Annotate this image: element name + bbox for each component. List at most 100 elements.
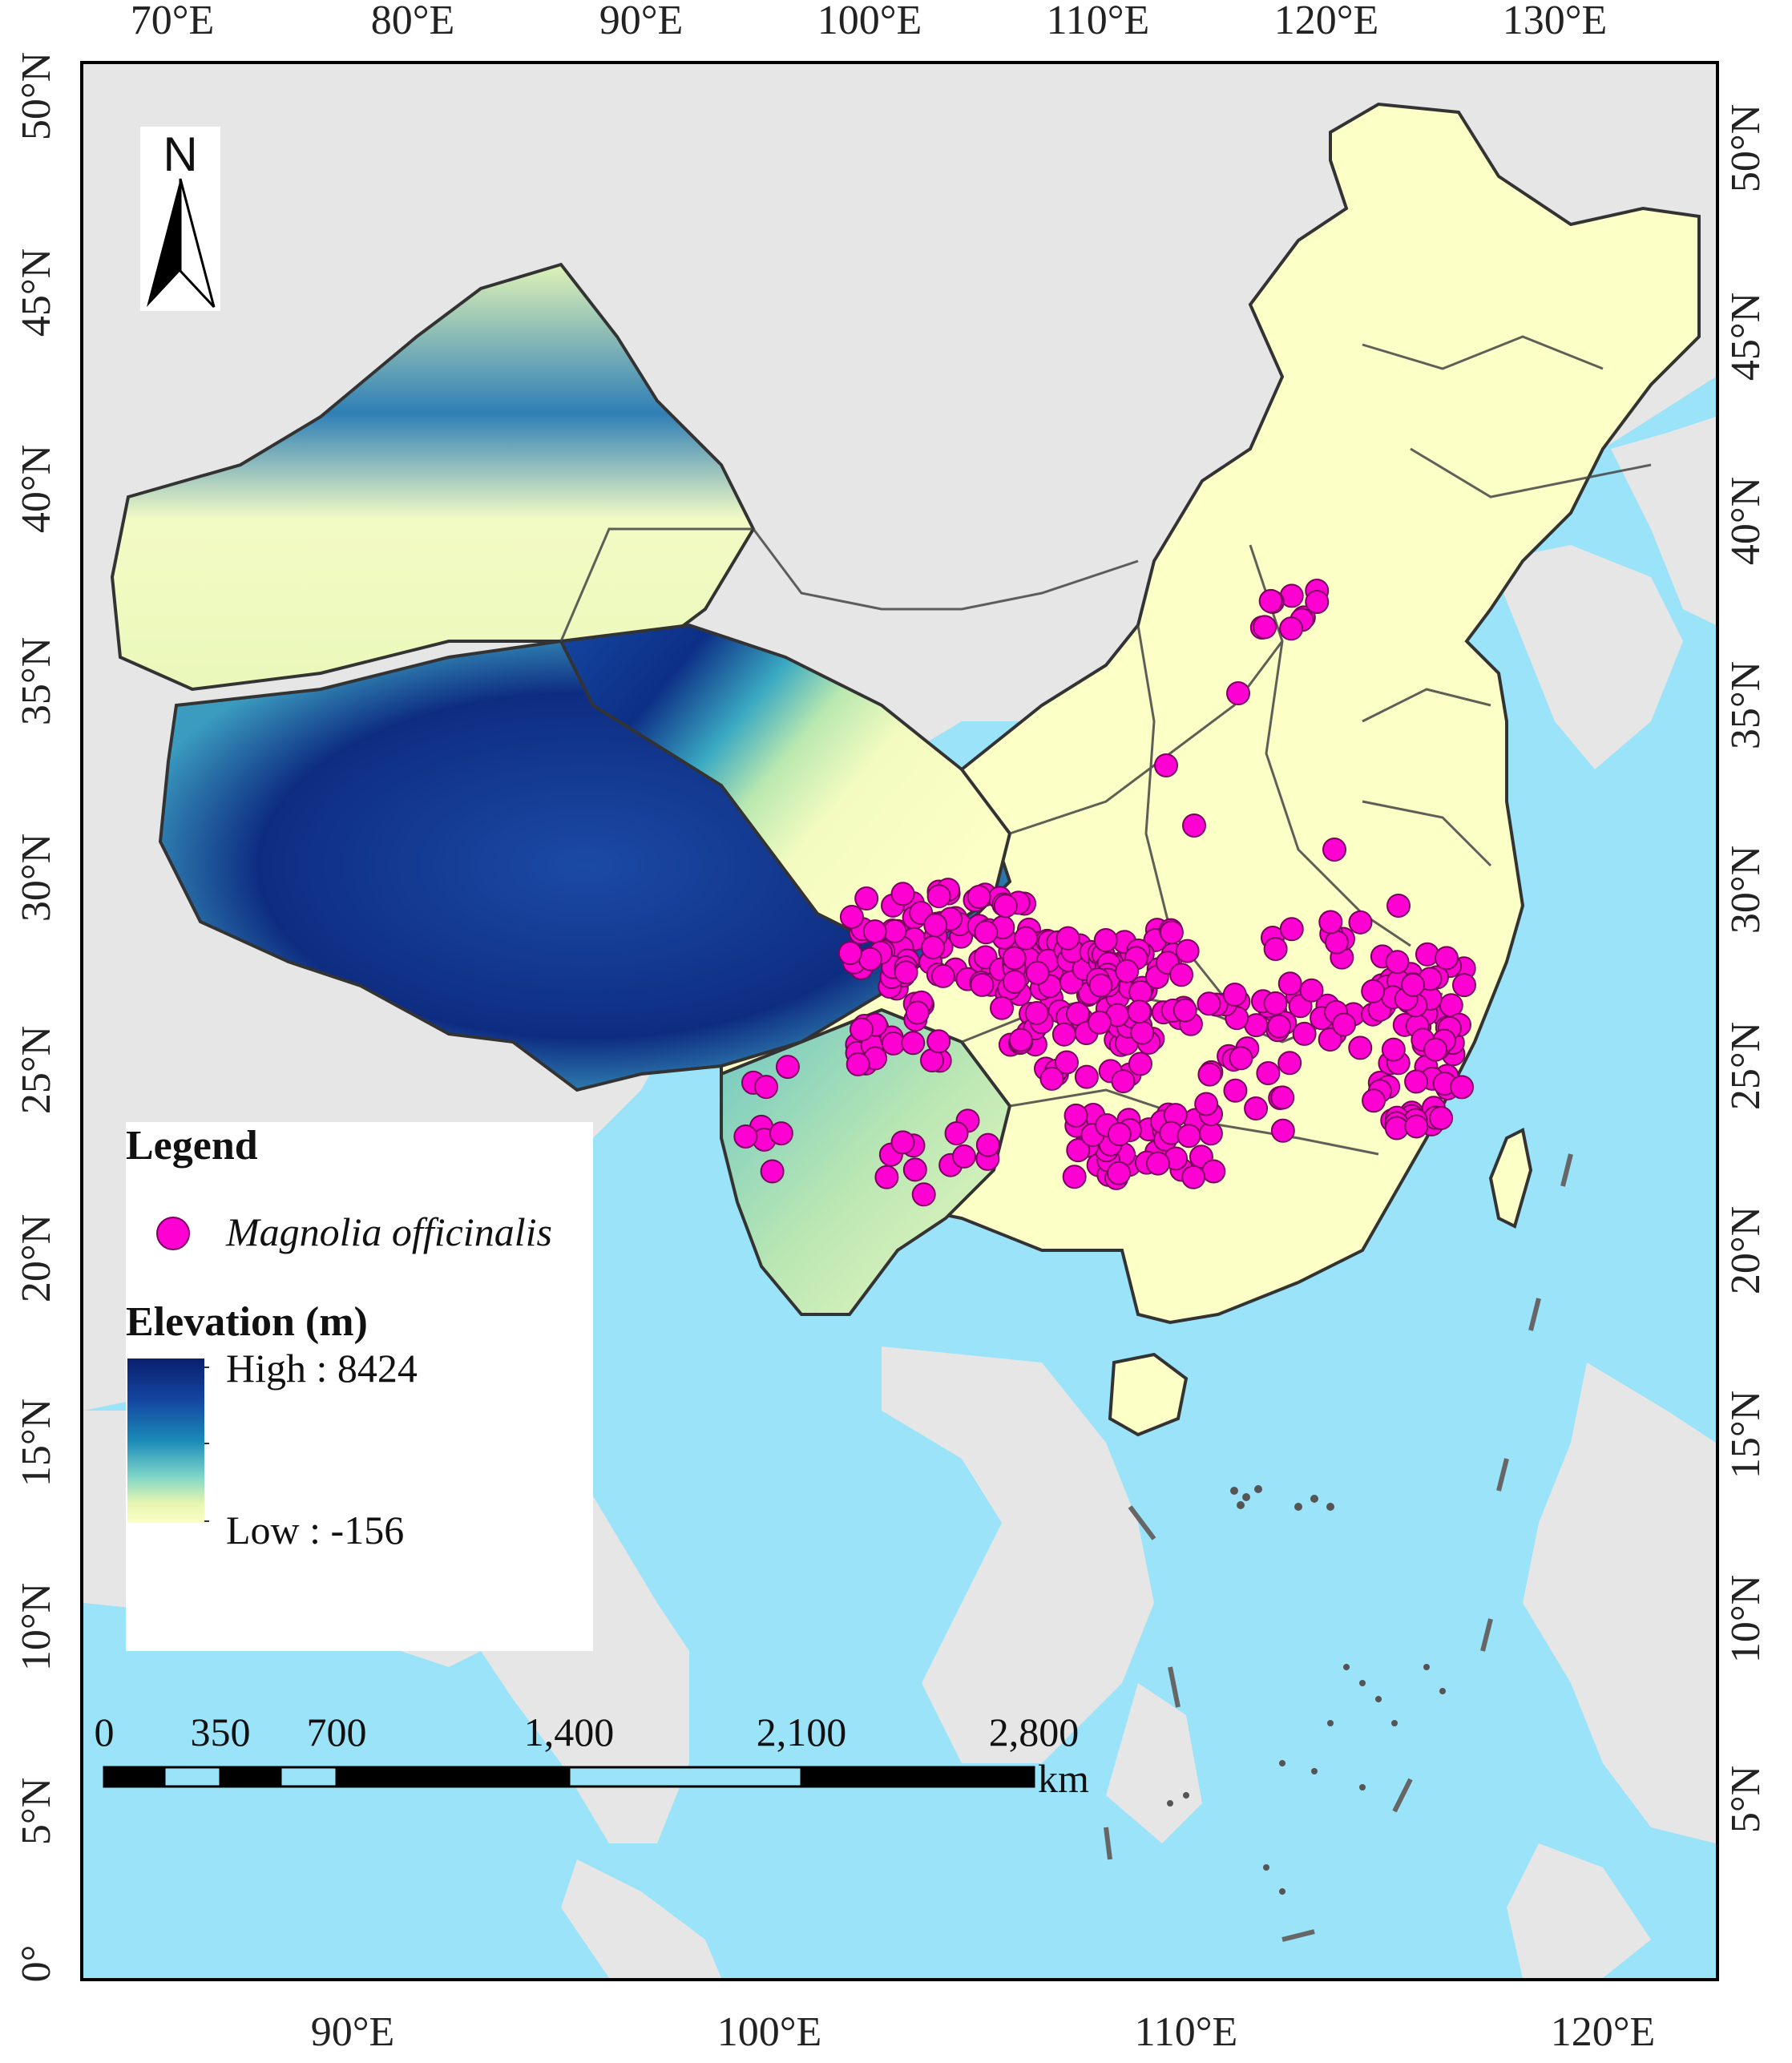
scale-label: 2,800	[988, 1710, 1080, 1754]
occurrence-point	[769, 1121, 793, 1146]
occurrence-point	[1172, 998, 1197, 1023]
occurrence-point	[1256, 1060, 1281, 1085]
occurrence-point	[1279, 917, 1304, 942]
occurrence-point	[1111, 1069, 1136, 1094]
occurrence-point	[911, 1182, 936, 1207]
bottom-longitude-labels: 90°E 100°E 110°E 120°E	[311, 2009, 1656, 2055]
occurrence-point	[993, 894, 1018, 918]
occurrence-point	[970, 972, 995, 997]
occurrence-point	[1130, 1020, 1155, 1045]
occurrence-point	[1063, 1103, 1088, 1128]
coordinate-label: 100°E	[817, 0, 922, 43]
occurrence-point	[1039, 1066, 1064, 1091]
occurrence-point	[944, 1121, 969, 1146]
occurrence-point	[1267, 1014, 1292, 1039]
occurrence-point	[1404, 1114, 1429, 1139]
coordinate-label: 40°N	[14, 445, 59, 533]
occurrence-point	[967, 885, 991, 910]
occurrence-point	[1159, 920, 1184, 945]
occurrence-point	[1066, 1138, 1091, 1163]
south-china-sea-islands	[1167, 1485, 1446, 1895]
top-longitude-labels: 70°E 80°E 90°E 100°E 110°E 120°E 130°E	[131, 0, 1608, 43]
scale-label: 350	[190, 1710, 251, 1754]
scale-label: 0	[94, 1710, 115, 1754]
ramp-tick	[204, 1443, 209, 1444]
occurrence-point	[1107, 1161, 1132, 1185]
magnolia-occurrence-points	[733, 579, 1476, 1207]
occurrence-point	[890, 1130, 915, 1155]
occurrence-point	[1318, 1027, 1342, 1052]
left-latitude-labels: 50°N 45°N 40°N 35°N 30°N 25°N 20°N 15°N 10°N 5°N 0…	[14, 52, 59, 1983]
occurrence-point	[858, 947, 882, 971]
coordinate-label: 5°N	[14, 1778, 59, 1845]
coordinate-label: 80°E	[371, 0, 455, 43]
occurrence-point	[1322, 838, 1346, 862]
coordinate-label: 35°N	[1723, 661, 1769, 749]
occurrence-point	[1088, 973, 1113, 998]
occurrence-point	[1223, 1078, 1248, 1103]
occurrence-point	[930, 963, 955, 988]
coordinate-label: 110°E	[1047, 0, 1150, 43]
occurrence-point	[926, 1029, 951, 1054]
occurrence-point	[1127, 999, 1152, 1024]
occurrence-point	[874, 1165, 899, 1189]
occurrence-point	[1107, 1122, 1132, 1147]
coordinate-label: 5°N	[1723, 1766, 1769, 1833]
occurrence-point	[1299, 978, 1324, 1003]
scale-unit: km	[1038, 1756, 1089, 1801]
elevation-high-label: High : 8424	[226, 1346, 418, 1391]
occurrence-point	[733, 1124, 758, 1149]
occurrence-point	[1014, 926, 1039, 951]
occurrence-point	[990, 995, 1015, 1020]
occurrence-point	[1386, 894, 1411, 918]
occurrence-point	[1385, 950, 1410, 975]
coordinate-label: 0°	[14, 1945, 59, 1983]
occurrence-point	[850, 1017, 874, 1042]
occurrence-point	[1324, 930, 1349, 955]
coordinate-label: 50°N	[1723, 104, 1769, 192]
occurrence-point	[1381, 1037, 1406, 1062]
occurrence-point	[902, 1157, 927, 1182]
elevation-low-label: Low : -156	[226, 1508, 405, 1552]
scale-label: 2,100	[756, 1710, 847, 1754]
occurrence-point	[1194, 1092, 1219, 1116]
elevation-color-ramp	[127, 1359, 204, 1523]
occurrence-point	[951, 1144, 976, 1169]
occurrence-point	[837, 941, 862, 966]
occurrence-point	[1008, 1027, 1033, 1052]
occurrence-point	[1128, 1052, 1152, 1076]
north-label: N	[163, 127, 198, 181]
occurrence-point	[1062, 1165, 1087, 1189]
occurrence-point	[1263, 991, 1288, 1015]
elevation-title: Elevation (m)	[126, 1299, 368, 1345]
occurrence-point	[1181, 1165, 1206, 1189]
occurrence-point	[901, 1031, 926, 1056]
ramp-tick	[204, 1367, 209, 1368]
occurrence-point	[1318, 910, 1343, 935]
occurrence-point	[1197, 1062, 1222, 1087]
legend-point-symbol	[156, 1217, 190, 1250]
occurrence-point	[974, 920, 999, 945]
coordinate-label: 10°N	[1723, 1575, 1769, 1663]
occurrence-point	[890, 882, 915, 906]
occurrence-point	[1244, 1096, 1269, 1120]
occurrence-point	[1270, 1085, 1295, 1110]
occurrence-point	[975, 1132, 1000, 1157]
coordinate-label: 30°N	[14, 834, 59, 922]
coordinate-label: 45°N	[14, 248, 59, 337]
occurrence-point	[854, 886, 879, 911]
coordinate-label: 25°N	[1723, 1022, 1769, 1110]
occurrence-point	[1115, 959, 1140, 983]
occurrence-point	[846, 1052, 870, 1076]
occurrence-point	[1051, 1022, 1076, 1047]
occurrence-point	[1074, 1064, 1099, 1089]
occurrence-point	[1088, 1010, 1112, 1035]
occurrence-point	[1177, 1124, 1201, 1149]
occurrence-point	[1450, 1075, 1475, 1100]
coordinate-label: 110°E	[1135, 2009, 1238, 2055]
coordinate-label: 30°N	[1723, 846, 1769, 934]
occurrence-point	[1277, 971, 1302, 996]
occurrence-point	[1175, 939, 1200, 963]
occurrence-point	[905, 1000, 930, 1025]
